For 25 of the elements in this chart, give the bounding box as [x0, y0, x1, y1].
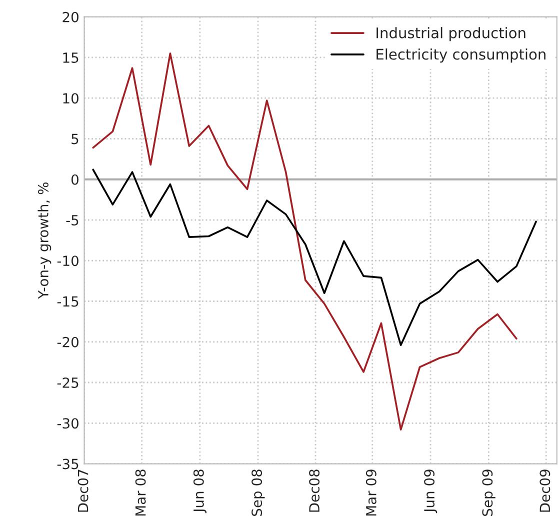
x-tick-label: Dec07: [78, 470, 88, 512]
x-tick-label: Sep 08: [252, 470, 265, 516]
y-tick-label: 15: [63, 52, 78, 63]
x-tick-label: Mar 08: [135, 470, 146, 516]
x-tick-label: Jun 08: [193, 470, 206, 514]
x-tick-label: Jun 09: [424, 470, 438, 514]
x-tick-label: Dec09: [540, 470, 550, 512]
y-tick-label: -15: [57, 296, 78, 307]
y-tick-label: -35: [57, 458, 78, 470]
y-tick-label: -5: [66, 215, 78, 226]
y-tick-label: -20: [57, 336, 78, 348]
line-series: [92, 168, 537, 346]
y-tick-label: -10: [57, 256, 78, 266]
y-tick-label: 10: [63, 93, 78, 104]
y-tick-label: 5: [72, 134, 78, 144]
y-tick-label: -30: [57, 418, 78, 429]
x-tick-label: Sep 09: [482, 470, 496, 516]
y-tick-label: 20: [62, 12, 78, 22]
legend-label: Industrial production: [376, 27, 526, 42]
y-axis-title: Y-on-y growth, %: [38, 182, 52, 299]
x-tick-label: Mar 09: [366, 470, 376, 516]
legend-label: Electricity consumption: [376, 48, 546, 63]
y-tick-label: -25: [57, 377, 78, 388]
y-tick-label: 0: [71, 174, 78, 185]
x-tick-label: Dec08: [309, 470, 320, 512]
